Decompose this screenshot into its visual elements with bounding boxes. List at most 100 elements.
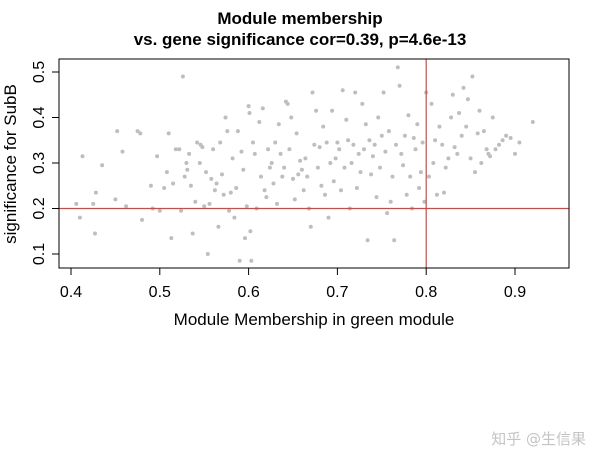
data-point bbox=[291, 176, 295, 181]
data-point bbox=[351, 142, 356, 147]
data-point bbox=[473, 170, 477, 175]
data-point bbox=[164, 170, 169, 175]
data-point bbox=[530, 120, 535, 124]
data-point bbox=[93, 231, 97, 236]
data-point bbox=[337, 147, 342, 152]
data-point bbox=[367, 138, 372, 143]
data-point bbox=[500, 138, 505, 143]
x-tick-label: 0.7 bbox=[326, 284, 348, 301]
data-point bbox=[179, 208, 184, 213]
data-point bbox=[234, 186, 239, 190]
data-point bbox=[171, 181, 176, 186]
data-point bbox=[241, 167, 246, 172]
data-point bbox=[93, 190, 98, 195]
data-point bbox=[280, 174, 285, 179]
y-tick-label: 0.5 bbox=[31, 61, 48, 83]
data-point bbox=[484, 147, 489, 152]
data-point bbox=[200, 145, 205, 150]
data-point bbox=[180, 74, 185, 79]
data-point bbox=[417, 186, 422, 190]
data-point bbox=[335, 140, 340, 145]
chart-subtitle: vs. gene significance cor=0.39, p=4.6e-1… bbox=[133, 30, 467, 49]
data-point bbox=[379, 133, 384, 138]
data-point bbox=[508, 136, 513, 140]
data-point bbox=[182, 174, 187, 179]
data-point bbox=[259, 174, 263, 179]
x-axis-label: Module Membership in green module bbox=[174, 310, 455, 329]
data-point bbox=[490, 115, 495, 120]
data-point bbox=[77, 215, 82, 220]
data-point bbox=[155, 154, 160, 159]
x-tick-label: 0.5 bbox=[149, 284, 171, 301]
data-point bbox=[237, 258, 242, 263]
data-point bbox=[275, 201, 279, 206]
data-point bbox=[260, 106, 265, 111]
data-point bbox=[461, 85, 466, 90]
data-point bbox=[197, 161, 202, 165]
data-point bbox=[339, 188, 343, 193]
data-point bbox=[228, 190, 233, 195]
data-point bbox=[324, 140, 329, 145]
data-point bbox=[433, 138, 438, 143]
data-point bbox=[193, 199, 198, 204]
data-point bbox=[449, 115, 454, 120]
data-point bbox=[356, 151, 361, 156]
data-point bbox=[493, 147, 498, 152]
data-point bbox=[431, 161, 436, 165]
data-point bbox=[331, 179, 336, 184]
data-point bbox=[289, 115, 294, 120]
watermark: 知乎 @生信果 bbox=[491, 430, 586, 448]
data-point bbox=[267, 165, 272, 170]
data-point bbox=[185, 167, 190, 172]
data-point bbox=[211, 147, 216, 152]
data-point bbox=[138, 131, 143, 136]
data-point bbox=[298, 158, 303, 163]
data-point bbox=[399, 151, 404, 156]
data-point bbox=[115, 129, 120, 134]
data-point bbox=[91, 201, 96, 206]
data-point bbox=[404, 192, 409, 197]
data-points bbox=[74, 65, 535, 263]
data-point bbox=[202, 204, 207, 209]
data-point bbox=[517, 140, 522, 145]
data-point bbox=[374, 195, 379, 200]
data-point bbox=[376, 115, 381, 120]
data-point bbox=[314, 108, 319, 113]
data-point bbox=[204, 170, 208, 175]
data-point bbox=[383, 149, 388, 154]
data-point bbox=[317, 145, 322, 150]
data-point bbox=[418, 170, 423, 175]
x-axis: 0.4 0.5 0.6 0.7 0.8 0.9 bbox=[60, 267, 526, 301]
data-point bbox=[457, 111, 462, 115]
data-point bbox=[440, 142, 445, 147]
data-point bbox=[381, 90, 386, 95]
data-point bbox=[497, 142, 501, 147]
data-point bbox=[378, 165, 382, 170]
data-point bbox=[308, 224, 313, 229]
data-point bbox=[402, 133, 407, 138]
data-point bbox=[218, 140, 223, 145]
data-point bbox=[220, 172, 224, 177]
data-point bbox=[216, 224, 221, 229]
data-point bbox=[301, 188, 306, 193]
data-point bbox=[455, 151, 460, 156]
data-point bbox=[227, 208, 232, 213]
data-point bbox=[173, 147, 178, 152]
data-point bbox=[257, 120, 262, 124]
data-point bbox=[312, 142, 317, 147]
data-point bbox=[315, 165, 320, 170]
data-point bbox=[209, 176, 214, 181]
data-point bbox=[305, 174, 310, 179]
data-point bbox=[481, 129, 486, 134]
data-point bbox=[395, 65, 400, 70]
data-point bbox=[285, 101, 290, 106]
data-point bbox=[392, 238, 397, 243]
data-point bbox=[248, 229, 253, 234]
data-point bbox=[388, 199, 393, 204]
data-point bbox=[187, 151, 192, 156]
data-point bbox=[415, 122, 420, 127]
data-point bbox=[446, 156, 451, 161]
data-point bbox=[422, 199, 427, 204]
data-point bbox=[344, 117, 349, 122]
data-point bbox=[223, 115, 228, 120]
